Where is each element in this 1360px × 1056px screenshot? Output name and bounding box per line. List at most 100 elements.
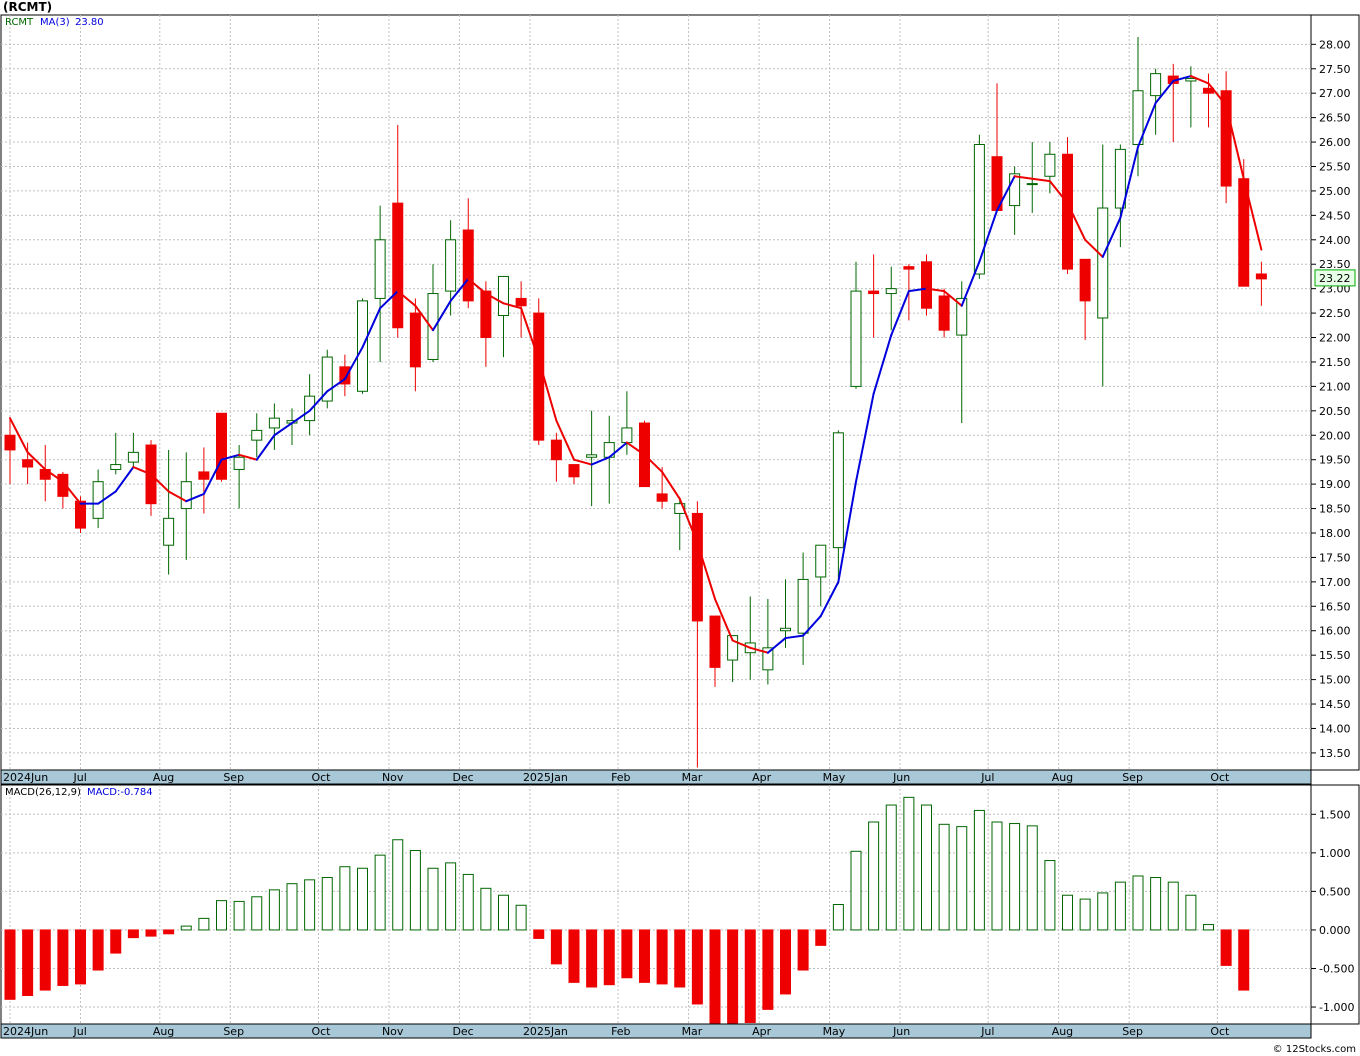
macd-bar: [956, 826, 968, 931]
month-label: 2024Jun: [3, 1025, 48, 1038]
candle-body: [92, 481, 104, 519]
macd-frame: [0, 784, 1312, 1025]
macd-bar: [1167, 881, 1179, 931]
macd-legend-label: MACD(26,12,9): [5, 787, 81, 798]
candle-body: [198, 471, 210, 480]
ma3-segment: [925, 287, 946, 293]
macd-bar: [744, 929, 756, 1023]
macd-bar: [321, 877, 333, 931]
candle-body: [762, 647, 774, 671]
price-ytick-label: 28.00: [1319, 38, 1351, 51]
candle-body: [392, 202, 404, 329]
ma3-segment: [608, 441, 628, 459]
macd-bar: [92, 929, 104, 971]
candle-body: [110, 464, 122, 470]
month-label: Sep: [1122, 771, 1143, 784]
candle-body: [251, 429, 263, 441]
candle-body: [533, 312, 545, 441]
macd-bar: [691, 929, 703, 1005]
macd-bar: [57, 929, 69, 986]
ma3-segment: [1066, 202, 1087, 241]
candle-body: [22, 459, 34, 468]
macd-bar: [850, 850, 862, 931]
ma3-segment: [449, 277, 470, 302]
candle-body: [304, 395, 316, 422]
macd-panel: -1.000 -0.500 0.000 0.500 1.000 1.500 MACD(26,…: [0, 784, 1360, 1039]
ma3-segment: [890, 290, 910, 337]
month-label: Apr: [752, 1025, 772, 1038]
price-month-band: [0, 769, 1312, 785]
candle-body: [956, 297, 968, 336]
price-ytick-label: 22.50: [1319, 307, 1351, 320]
ma3-segment: [414, 304, 434, 332]
ma3-segment: [1137, 101, 1157, 148]
price-ytick-label: 13.50: [1319, 747, 1351, 760]
candle-body: [921, 261, 932, 309]
macd-ytick-label: 1.000: [1319, 847, 1351, 860]
macd-bar: [586, 929, 598, 988]
candle-body: [1220, 90, 1232, 187]
ma3-segment: [837, 480, 857, 583]
macd-bar: [885, 804, 897, 931]
macd-bar: [4, 929, 16, 1000]
macd-bar: [1132, 875, 1144, 931]
macd-bar: [304, 879, 316, 931]
candle-body: [691, 512, 703, 622]
macd-bar: [903, 796, 915, 931]
candle-body: [850, 290, 862, 387]
price-ytick-label: 20.50: [1319, 405, 1351, 418]
month-label: Aug: [1052, 1025, 1073, 1038]
ma3-segment: [343, 346, 364, 381]
price-ytick-label: 15.50: [1319, 649, 1351, 662]
macd-ytick-label: 0.500: [1319, 885, 1351, 898]
ma3-segment: [678, 497, 699, 544]
legend-ma-label: MA(3): [40, 17, 70, 28]
price-ytick-label: 25.00: [1319, 185, 1351, 198]
macd-bar: [39, 929, 51, 991]
candle-body: [409, 312, 421, 368]
month-label: Aug: [1052, 771, 1073, 784]
macd-month-band: [0, 1023, 1312, 1039]
month-label: Aug: [153, 1025, 174, 1038]
ma3-segment: [1172, 75, 1192, 82]
ma3-segment: [907, 287, 928, 293]
macd-bar: [462, 873, 474, 931]
month-label: Jul: [980, 771, 994, 784]
candle-body: [1044, 153, 1056, 177]
ma3-segment: [202, 458, 223, 495]
ma3-segment: [855, 392, 875, 483]
ma3-segment: [1189, 75, 1210, 85]
last-price-label: 23.22: [1319, 272, 1351, 285]
price-ytick-label: 18.50: [1319, 503, 1351, 516]
ma3-segment: [996, 175, 1016, 212]
candle-body: [1255, 273, 1267, 280]
ma3-segment: [1119, 145, 1139, 219]
ma3-segment: [291, 409, 311, 425]
ma3-segment: [61, 480, 82, 505]
macd-bar: [409, 850, 421, 931]
macd-bar: [762, 929, 774, 1010]
ma3-segment: [379, 290, 399, 310]
month-label: Feb: [611, 1025, 630, 1038]
price-ytick-label: 18.00: [1319, 527, 1351, 540]
macd-bar: [815, 929, 827, 946]
macd-bar: [533, 929, 545, 939]
macd-bar: [1079, 898, 1091, 931]
macd-bar: [374, 854, 386, 931]
macd-bar: [286, 883, 298, 931]
candle-body: [550, 439, 562, 461]
macd-bar: [1220, 929, 1232, 966]
macd-bar: [1185, 894, 1197, 931]
candle-body: [973, 143, 985, 275]
candle-body: [127, 451, 139, 463]
month-label: Jun: [892, 771, 910, 784]
month-label: Jul: [980, 1025, 994, 1038]
month-label: Mar: [682, 1025, 703, 1038]
macd-legend-value: MACD:-0.784: [87, 787, 153, 798]
candle-body: [586, 454, 598, 458]
price-ytick-label: 15.00: [1319, 674, 1351, 687]
candle-body: [1009, 173, 1021, 207]
candle-body: [709, 615, 721, 668]
ma3-segment: [784, 634, 805, 640]
ma3-segment: [555, 419, 575, 461]
